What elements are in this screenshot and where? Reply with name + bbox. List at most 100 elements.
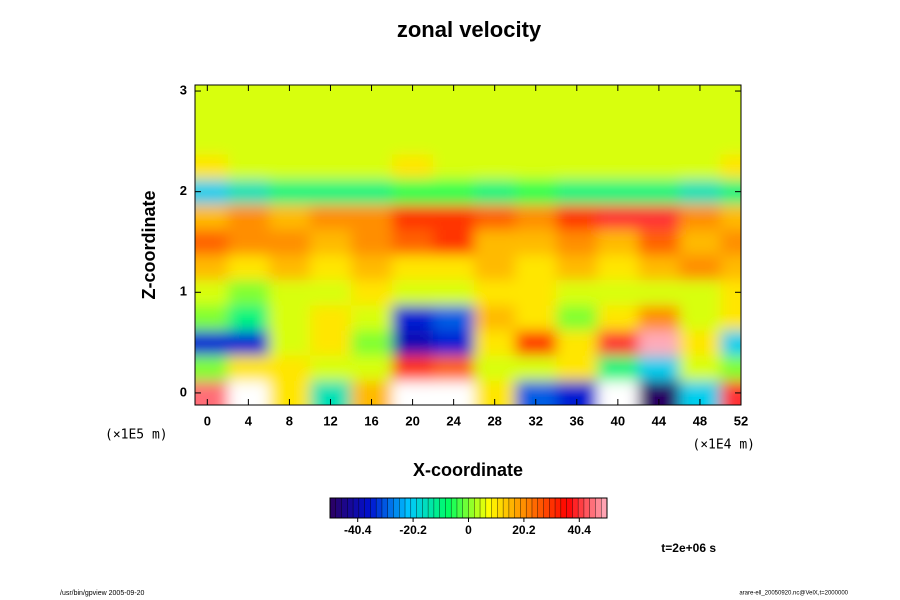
field-cell <box>638 103 680 130</box>
field-cell <box>597 128 639 155</box>
field-cell <box>268 254 311 281</box>
y-unit-note: (×1E5 m) <box>105 428 168 443</box>
field-cell <box>351 355 393 381</box>
field-cell <box>679 179 721 205</box>
colorbar-slice <box>353 498 360 518</box>
field-cell <box>679 103 721 130</box>
field-cell <box>679 330 721 356</box>
field-cell <box>515 304 557 331</box>
colorbar-slice <box>456 498 464 518</box>
field-cell <box>638 355 680 381</box>
field-cell <box>474 103 516 130</box>
field-cell <box>351 128 393 155</box>
field-cell <box>268 229 311 256</box>
y-tick-label: 3 <box>180 82 187 97</box>
field-cell <box>392 204 434 230</box>
field-cell <box>351 380 393 405</box>
colorbar-slice <box>480 498 487 518</box>
field-cell <box>392 229 434 256</box>
x-tick-label: 52 <box>734 413 748 428</box>
field-cell <box>638 229 680 256</box>
field-cell <box>195 330 229 356</box>
field-cell <box>433 254 475 281</box>
field-cell <box>309 380 352 405</box>
field-cell <box>392 330 434 356</box>
field-cell <box>433 204 475 230</box>
field-cell <box>227 204 270 230</box>
colorbar-slice <box>439 498 446 518</box>
field-cell <box>227 304 270 331</box>
x-tick-label: 8 <box>286 413 293 428</box>
colorbar-slice <box>543 498 550 518</box>
field-cell <box>195 204 229 230</box>
chart-title: zonal velocity <box>397 17 542 42</box>
field-cell <box>474 279 516 306</box>
field-cell <box>720 103 741 130</box>
field-cell <box>597 304 639 331</box>
field-cell <box>268 355 311 381</box>
field-cell <box>515 330 557 356</box>
field-cell <box>679 229 721 256</box>
field-cell <box>720 179 741 205</box>
field-cell <box>597 103 639 130</box>
field-cell <box>309 204 352 230</box>
colorbar-tick-label: 0 <box>465 523 472 537</box>
field-cell <box>351 254 393 281</box>
colorbar-slice <box>555 498 562 518</box>
field-cell <box>351 179 393 205</box>
field-cell <box>638 279 680 306</box>
x-tick-label: 28 <box>487 413 501 428</box>
colorbar-slice <box>347 498 354 518</box>
field-cell <box>720 254 741 281</box>
colorbar-slice <box>445 498 452 518</box>
field-cell <box>227 179 270 205</box>
field-cell <box>195 229 229 256</box>
colorbar-slice <box>497 498 504 518</box>
field-cell <box>433 153 475 180</box>
field-cell <box>515 153 557 180</box>
y-tick-label: 0 <box>180 384 187 399</box>
field-cell <box>227 380 270 405</box>
field-cell <box>309 254 352 281</box>
field-cell <box>515 279 557 306</box>
field-cell <box>638 330 680 356</box>
field-cell <box>597 229 639 256</box>
field-cell <box>597 330 639 356</box>
colorbar-slice <box>341 498 348 518</box>
x-unit-note: (×1E4 m) <box>692 438 755 453</box>
colorbar-slice <box>589 498 596 518</box>
colorbar-slice <box>381 498 389 518</box>
colorbar-slice <box>503 498 510 518</box>
field-cell <box>679 153 721 180</box>
field-cell <box>309 128 352 155</box>
y-axis-label: Z-coordinate <box>139 190 159 299</box>
x-tick-label: 44 <box>652 413 667 428</box>
colorbar-slice <box>514 498 521 518</box>
colorbar-slice <box>399 498 406 518</box>
field-cell <box>268 103 311 130</box>
field-cell <box>433 330 475 356</box>
colorbar-slice <box>601 498 608 518</box>
field-cell <box>309 279 352 306</box>
field-cell <box>268 153 311 180</box>
y-tick-label: 1 <box>180 284 187 299</box>
field-cell <box>474 204 516 230</box>
field-cell <box>597 355 639 381</box>
field-cell <box>638 204 680 230</box>
x-tick-label: 4 <box>245 413 253 428</box>
field-cell <box>227 279 270 306</box>
field-cell <box>392 355 434 381</box>
x-tick-label: 40 <box>611 413 625 428</box>
field-cell <box>392 153 434 180</box>
field-cell <box>433 85 475 105</box>
colorbar-slice <box>433 498 440 518</box>
field-cell <box>679 254 721 281</box>
colorbar-tick-label: -20.2 <box>399 523 427 537</box>
field-cell <box>720 279 741 306</box>
field-cell <box>638 85 680 105</box>
colorbar-slice <box>335 498 342 518</box>
field-cell <box>351 204 393 230</box>
field-cell <box>720 330 741 356</box>
field-cell <box>227 153 270 180</box>
